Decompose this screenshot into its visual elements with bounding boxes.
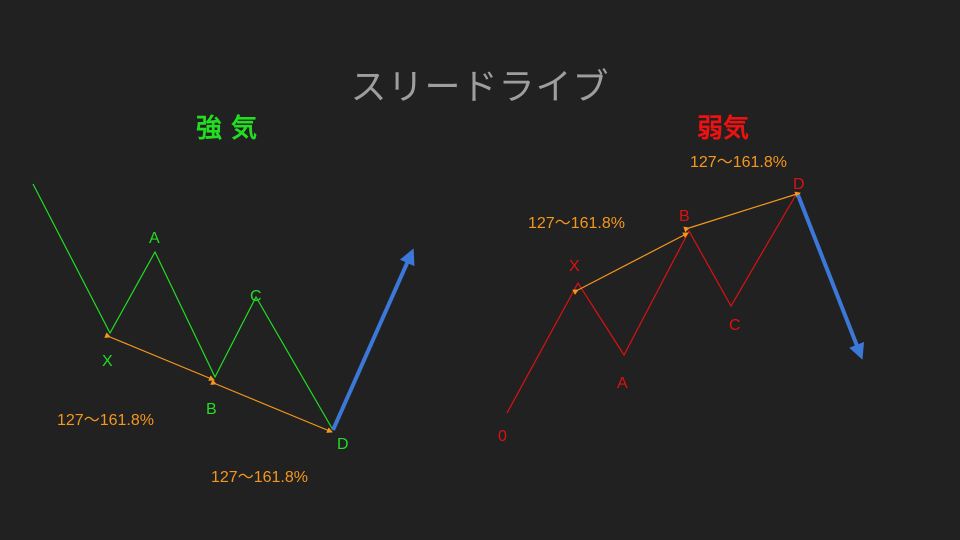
bullish-ratio-line-1 <box>104 332 215 381</box>
bearish-label-d: D <box>793 176 805 193</box>
bullish-ratio-label-1: 127〜161.8% <box>57 412 154 429</box>
bearish-label-c: C <box>729 317 741 334</box>
bearish-label-b: B <box>679 208 690 225</box>
bearish-ratio-label-2: 127〜161.8% <box>690 154 787 171</box>
page-title: スリードライブ <box>350 67 610 108</box>
bullish-label-c: C <box>250 288 262 305</box>
bearish-heading: 弱気 <box>697 114 750 144</box>
bullish-reversal-arrow <box>331 248 415 431</box>
bearish-ratio-line-1 <box>572 232 689 295</box>
bullish-label-b: B <box>206 401 217 418</box>
bullish-ratio-line-2 <box>210 379 333 433</box>
bearish-label-x: X <box>569 258 580 275</box>
bullish-price-path <box>32 183 334 431</box>
bullish-ratio-label-2: 127〜161.8% <box>211 469 308 486</box>
bullish-label-d: D <box>337 436 349 453</box>
bullish-label-x: X <box>102 353 113 370</box>
bearish-ratio-label-1: 127〜161.8% <box>528 215 625 232</box>
bearish-reversal-arrow <box>796 194 865 360</box>
bullish-label-a: A <box>149 230 160 247</box>
bearish-label-a: A <box>617 375 628 392</box>
bearish-ratio-line-2 <box>683 191 801 233</box>
bullish-heading: 強 気 <box>196 114 258 144</box>
bearish-label-0: 0 <box>498 428 507 445</box>
